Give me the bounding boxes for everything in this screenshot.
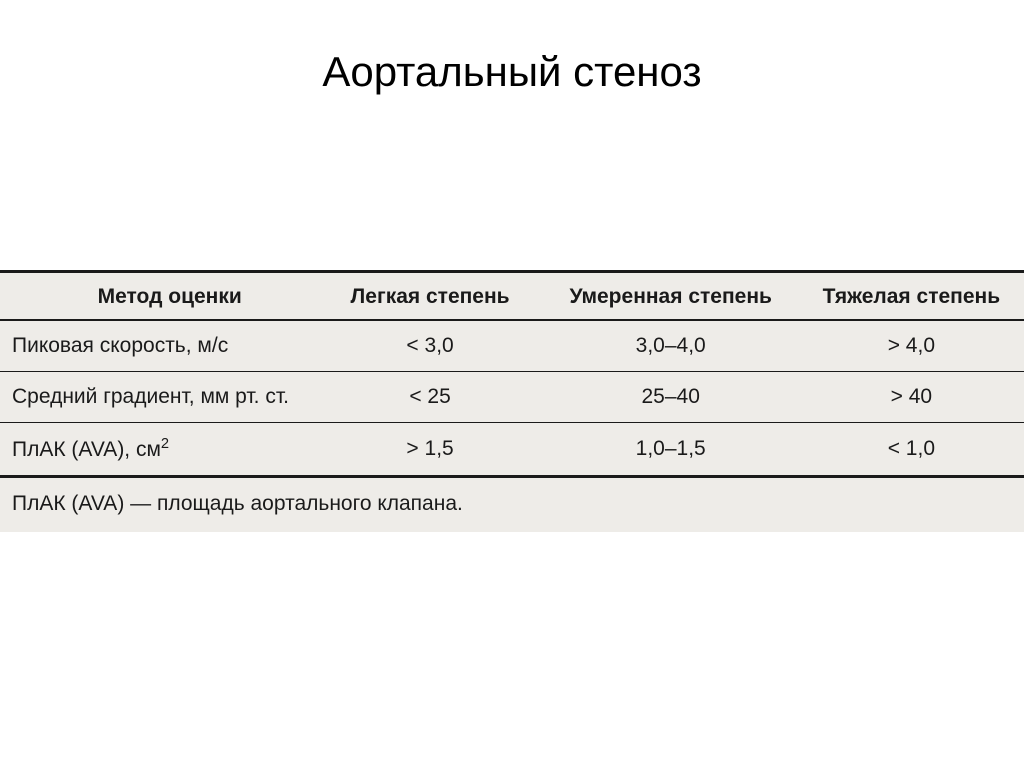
cell-moderate: 3,0–4,0 (543, 320, 799, 372)
cell-moderate: 1,0–1,5 (543, 423, 799, 477)
table-row: Средний градиент, мм рт. ст. < 25 25–40 … (0, 372, 1024, 423)
table-header-row: Метод оценки Легкая степень Умеренная ст… (0, 272, 1024, 321)
cell-method-sup: 2 (161, 436, 169, 452)
table-footnote: ПлАК (AVA) — площадь аортального клапана… (0, 478, 1024, 532)
col-header-severe: Тяжелая степень (799, 272, 1024, 321)
cell-mild: > 1,5 (317, 423, 542, 477)
cell-method: Пиковая скорость, м/с (0, 320, 317, 372)
cell-severe: < 1,0 (799, 423, 1024, 477)
cell-method: Средний градиент, мм рт. ст. (0, 372, 317, 423)
col-header-method: Метод оценки (0, 272, 317, 321)
cell-severe: > 4,0 (799, 320, 1024, 372)
cell-method-prefix: ПлАК (AVA), см (12, 438, 161, 461)
cell-moderate: 25–40 (543, 372, 799, 423)
cell-mild: < 3,0 (317, 320, 542, 372)
cell-method: ПлАК (AVA), см2 (0, 423, 317, 477)
table-container: Метод оценки Легкая степень Умеренная ст… (0, 270, 1024, 532)
col-header-moderate: Умеренная степень (543, 272, 799, 321)
severity-table: Метод оценки Легкая степень Умеренная ст… (0, 270, 1024, 478)
col-header-mild: Легкая степень (317, 272, 542, 321)
cell-severe: > 40 (799, 372, 1024, 423)
cell-mild: < 25 (317, 372, 542, 423)
table-row: Пиковая скорость, м/с < 3,0 3,0–4,0 > 4,… (0, 320, 1024, 372)
page-title: Аортальный стеноз (0, 0, 1024, 106)
table-row: ПлАК (AVA), см2 > 1,5 1,0–1,5 < 1,0 (0, 423, 1024, 477)
